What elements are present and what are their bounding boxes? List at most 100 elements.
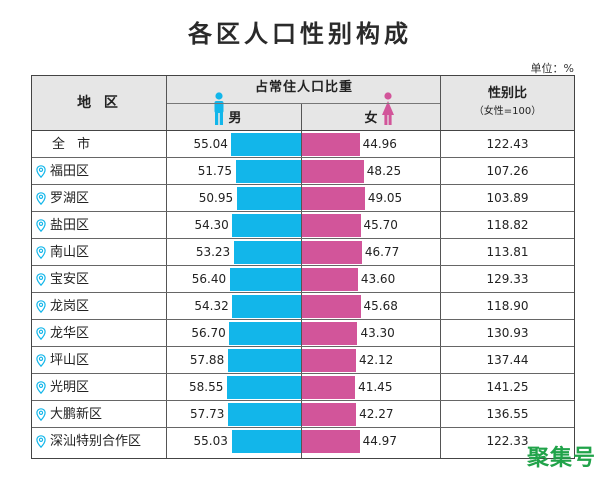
male-share-value: 57.73 <box>190 407 225 421</box>
location-pin-icon <box>36 192 46 205</box>
table-row: 福田区 51.75 48.25 107.26 <box>32 158 574 185</box>
region-label: 光明区 <box>50 380 90 395</box>
male-share-value: 54.30 <box>194 218 229 232</box>
female-share-bar <box>302 160 364 183</box>
table-row: 南山区 53.23 46.77 113.81 <box>32 239 574 266</box>
table-row: 光明区 58.55 41.45 141.25 <box>32 374 574 401</box>
male-share-value: 51.75 <box>197 164 233 178</box>
row-divider <box>32 238 574 239</box>
sex-ratio-value: 130.93 <box>486 326 529 340</box>
female-share-bar <box>302 349 356 372</box>
table-row: 罗湖区 50.95 49.05 103.89 <box>32 185 574 212</box>
region-name: 光明区 <box>36 374 89 401</box>
male-share-bar <box>235 160 302 183</box>
location-pin-icon <box>36 246 46 259</box>
row-divider <box>32 157 574 158</box>
female-share-value: 41.45 <box>358 380 393 394</box>
region-name: 罗湖区 <box>36 185 89 212</box>
male-share-bar <box>227 376 302 399</box>
row-divider <box>32 427 574 428</box>
female-share-bar <box>302 268 358 291</box>
sex-ratio-value: 118.82 <box>486 218 529 232</box>
sex-ratio-value: 141.25 <box>486 380 529 394</box>
region-label: 盐田区 <box>50 218 90 233</box>
region-label: 宝安区 <box>50 272 90 287</box>
male-share-value: 55.03 <box>193 434 228 448</box>
female-share-value: 43.60 <box>360 272 396 286</box>
female-share-bar <box>302 295 361 318</box>
male-share-bar <box>231 133 302 156</box>
region-label: 全 市 <box>52 137 95 152</box>
header-region: 地 区 <box>77 95 122 111</box>
male-share-bar <box>228 403 302 426</box>
table-row: 龙华区 56.70 43.30 130.93 <box>32 320 574 347</box>
header-sex-ratio: 性别比 <box>487 86 527 101</box>
sex-ratio-value: 113.81 <box>486 245 529 259</box>
header-sex-ratio-note: （女性=100） <box>473 106 542 117</box>
region-label: 福田区 <box>50 164 90 179</box>
female-figure-icon <box>382 92 394 125</box>
table-row: 深汕特别合作区 55.03 44.97 122.33 <box>32 428 574 455</box>
female-share-value: 42.12 <box>358 353 394 367</box>
region-label: 坪山区 <box>50 353 90 368</box>
column-divider <box>166 76 167 458</box>
region-label: 深汕特别合作区 <box>50 434 142 449</box>
male-share-bar <box>232 295 302 318</box>
location-pin-icon <box>36 354 46 367</box>
row-divider <box>32 265 574 266</box>
column-divider <box>301 103 302 458</box>
watermark: 聚集号 <box>526 446 596 471</box>
location-pin-icon <box>36 381 46 394</box>
data-table: 地 区 占常住人口比重 性别比 （女性=100） 男 女 全 市 55.04 44.… <box>31 75 575 459</box>
female-share-value: 45.70 <box>363 218 398 232</box>
table-row: 坪山区 57.88 42.12 137.44 <box>32 347 574 374</box>
row-divider <box>32 211 574 212</box>
table-row: 全 市 55.04 44.96 122.43 <box>32 131 574 158</box>
male-share-value: 57.88 <box>189 353 225 367</box>
female-share-bar <box>302 214 361 237</box>
chart-title: 各区人口性别构成 <box>188 20 412 48</box>
region-label: 大鹏新区 <box>50 407 103 422</box>
female-share-value: 48.25 <box>366 164 402 178</box>
sex-ratio-value: 103.89 <box>486 191 529 205</box>
female-share-value: 45.68 <box>363 299 398 313</box>
location-pin-icon <box>36 327 46 340</box>
region-name: 深汕特别合作区 <box>36 428 141 455</box>
region-label: 罗湖区 <box>50 191 90 206</box>
male-share-value: 58.55 <box>189 380 224 394</box>
region-name: 全 市 <box>52 131 94 158</box>
region-label: 南山区 <box>50 245 90 260</box>
region-label: 龙岗区 <box>50 299 90 314</box>
region-name: 南山区 <box>36 239 89 266</box>
sex-ratio-value: 122.43 <box>486 137 529 151</box>
male-share-value: 56.40 <box>191 272 227 286</box>
table-row: 盐田区 54.30 45.70 118.82 <box>32 212 574 239</box>
sex-ratio-value: 118.90 <box>486 299 529 313</box>
female-share-value: 43.30 <box>360 326 395 340</box>
male-share-bar <box>227 349 302 372</box>
region-name: 坪山区 <box>36 347 89 374</box>
region-label: 龙华区 <box>50 326 90 341</box>
row-divider <box>32 292 574 293</box>
row-divider <box>32 184 574 185</box>
male-figure-icon <box>214 92 224 125</box>
male-share-value: 56.70 <box>191 326 226 340</box>
female-share-value: 49.05 <box>367 191 403 205</box>
sex-ratio-value: 129.33 <box>486 272 529 286</box>
column-divider <box>440 76 441 458</box>
region-name: 宝安区 <box>36 266 89 293</box>
male-share-bar <box>232 214 302 237</box>
table-row: 大鹏新区 57.73 42.27 136.55 <box>32 401 574 428</box>
male-share-value: 53.23 <box>195 245 231 259</box>
sex-ratio-value: 136.55 <box>486 407 529 421</box>
table-row: 龙岗区 54.32 45.68 118.90 <box>32 293 574 320</box>
female-share-value: 42.27 <box>359 407 394 421</box>
header-female: 女 <box>364 111 378 126</box>
region-name: 盐田区 <box>36 212 89 239</box>
location-pin-icon <box>36 219 46 232</box>
location-pin-icon <box>36 273 46 286</box>
row-divider <box>32 400 574 401</box>
sex-ratio-value: 137.44 <box>486 353 529 367</box>
female-share-bar <box>302 322 358 345</box>
location-pin-icon <box>36 300 46 313</box>
